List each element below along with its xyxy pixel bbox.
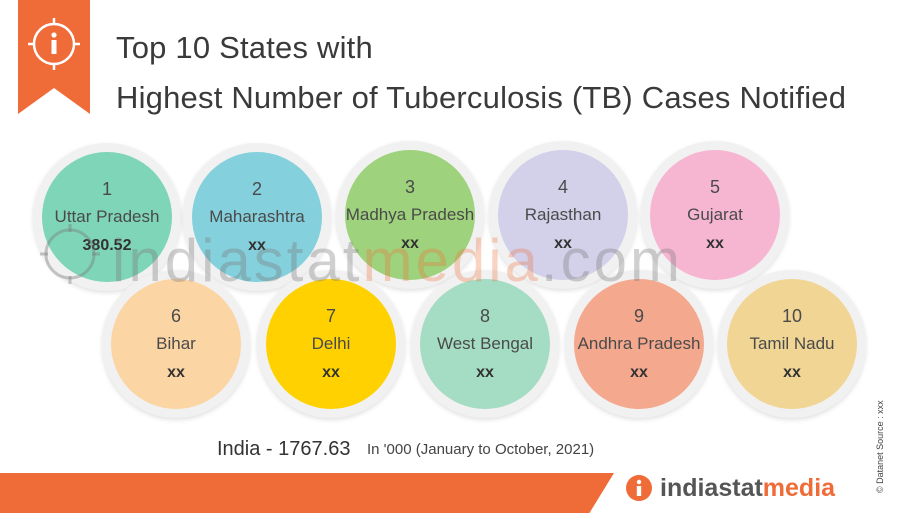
state-name: West Bengal	[436, 334, 534, 353]
state-name: Uttar Pradesh	[54, 207, 160, 226]
state-rank: 2	[251, 179, 262, 199]
state-name: Andhra Pradesh	[577, 334, 701, 353]
state-value: xx	[248, 237, 266, 254]
state-value: 380.52	[82, 237, 132, 254]
state-rank: 8	[479, 306, 490, 326]
brand-logo: indiastatmedia	[624, 470, 835, 506]
state-bubble-4: 4 Rajasthan xx	[489, 141, 637, 289]
source-credit: © Datanet Source : xxx	[875, 400, 885, 493]
state-bubble-8: 8 West Bengal xx	[411, 270, 559, 418]
page-title-line-1: Top 10 States with	[116, 30, 373, 65]
state-rank: 4	[557, 177, 568, 197]
state-bubble-10: 10 Tamil Nadu xx	[718, 270, 866, 418]
state-value: xx	[401, 235, 419, 252]
state-value: xx	[630, 364, 648, 381]
state-bubble-fill: 6 Bihar xx	[111, 279, 241, 409]
state-rank: 5	[709, 177, 720, 197]
state-value: xx	[322, 364, 340, 381]
state-name: Maharashtra	[209, 207, 305, 226]
page-title-line-2: Highest Number of Tuberculosis (TB) Case…	[116, 80, 847, 115]
state-name: Bihar	[156, 334, 196, 353]
state-bubble-fill: 10 Tamil Nadu xx	[727, 279, 857, 409]
state-name: Madhya Pradesh	[345, 205, 475, 224]
state-value: xx	[476, 364, 494, 381]
footer-bar	[0, 473, 614, 513]
state-name: Tamil Nadu	[749, 334, 835, 353]
brand-name-part-1: indiastat	[660, 473, 763, 502]
state-bubble-fill: 1 Uttar Pradesh 380.52	[42, 152, 172, 282]
unit-note: In '000 (January to October, 2021)	[367, 441, 595, 458]
state-rank: 1	[101, 179, 112, 199]
info-icon	[626, 475, 652, 501]
state-value: xx	[167, 364, 185, 381]
state-bubble-9: 9 Andhra Pradesh xx	[565, 270, 713, 418]
state-bubble-6: 6 Bihar xx	[102, 270, 250, 418]
state-bubble-3: 3 Madhya Pradesh xx	[336, 141, 484, 289]
info-ribbon	[18, 0, 90, 114]
state-name: Delhi	[311, 334, 351, 353]
state-rank: 7	[325, 306, 336, 326]
state-bubble-1: 1 Uttar Pradesh 380.52	[33, 143, 181, 291]
state-bubble-fill: 2 Maharashtra xx	[192, 152, 322, 282]
state-bubble-fill: 9 Andhra Pradesh xx	[574, 279, 704, 409]
brand-name-part-2: media	[762, 473, 836, 502]
state-bubble-5: 5 Gujarat xx	[641, 141, 789, 289]
state-name: Rajasthan	[524, 205, 602, 224]
state-bubble-7: 7 Delhi xx	[257, 270, 405, 418]
state-bubble-fill: 5 Gujarat xx	[650, 150, 780, 280]
state-rank: 3	[404, 177, 415, 197]
state-value: xx	[706, 235, 724, 252]
source-text: © Datanet Source : xxx	[875, 400, 885, 493]
state-rank: 9	[633, 306, 644, 326]
state-bubble-fill: 4 Rajasthan xx	[498, 150, 628, 280]
india-total: India - 1767.63	[217, 438, 351, 460]
state-bubble-fill: 8 West Bengal xx	[420, 279, 550, 409]
state-bubble-2: 2 Maharashtra xx	[183, 143, 331, 291]
info-icon	[28, 18, 80, 70]
state-value: xx	[783, 364, 801, 381]
state-value: xx	[554, 235, 572, 252]
state-rank: 6	[170, 306, 181, 326]
state-bubble-fill: 7 Delhi xx	[266, 279, 396, 409]
state-rank: 10	[781, 306, 803, 326]
state-name: Gujarat	[687, 205, 743, 224]
state-bubble-fill: 3 Madhya Pradesh xx	[345, 150, 475, 280]
